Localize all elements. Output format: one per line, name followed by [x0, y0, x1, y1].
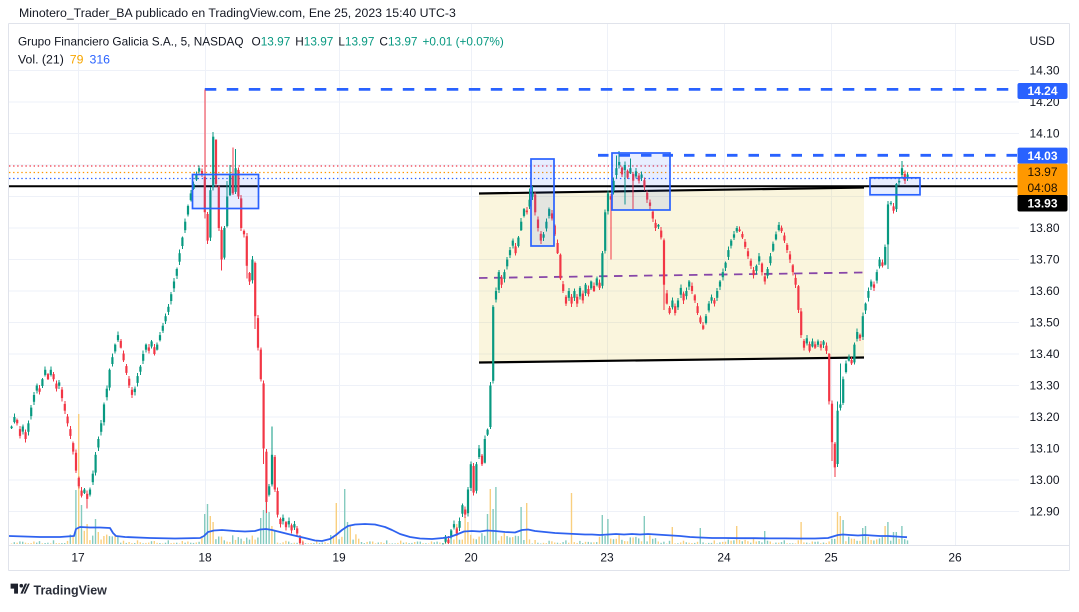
- svg-text:Grupo Financiero Galicia S.A.,: Grupo Financiero Galicia S.A., 5, NASDAQ…: [18, 35, 504, 49]
- svg-text:14.03: 14.03: [1027, 149, 1057, 163]
- svg-text:13.40: 13.40: [1030, 347, 1060, 361]
- svg-text:13.80: 13.80: [1030, 221, 1060, 235]
- svg-text:13.93: 13.93: [1027, 196, 1057, 210]
- svg-text:13.50: 13.50: [1030, 316, 1060, 330]
- svg-text:14.24: 14.24: [1027, 84, 1057, 98]
- svg-text:23: 23: [600, 551, 614, 565]
- svg-text:12.90: 12.90: [1030, 505, 1060, 519]
- svg-text:13.97: 13.97: [1027, 165, 1057, 179]
- svg-text:20: 20: [464, 551, 478, 565]
- svg-text:14.10: 14.10: [1030, 127, 1060, 141]
- svg-text:24: 24: [717, 551, 731, 565]
- svg-text:25: 25: [824, 551, 838, 565]
- svg-text:13.10: 13.10: [1030, 442, 1060, 456]
- svg-text:13.70: 13.70: [1030, 253, 1060, 267]
- svg-text:13.30: 13.30: [1030, 379, 1060, 393]
- svg-text:Minotero_Trader_BA publicado e: Minotero_Trader_BA publicado en TradingV…: [19, 6, 456, 20]
- svg-text:14.30: 14.30: [1030, 64, 1060, 78]
- svg-text:18: 18: [198, 551, 212, 565]
- svg-text:19: 19: [332, 551, 346, 565]
- svg-text:13.00: 13.00: [1030, 473, 1060, 487]
- svg-text:TradingView: TradingView: [34, 584, 108, 598]
- svg-text:USD: USD: [1030, 34, 1056, 48]
- svg-text:13.60: 13.60: [1030, 284, 1060, 298]
- svg-text:26: 26: [948, 551, 962, 565]
- svg-text:04:08: 04:08: [1027, 181, 1057, 195]
- svg-text:17: 17: [71, 551, 85, 565]
- svg-text:13.20: 13.20: [1030, 410, 1060, 424]
